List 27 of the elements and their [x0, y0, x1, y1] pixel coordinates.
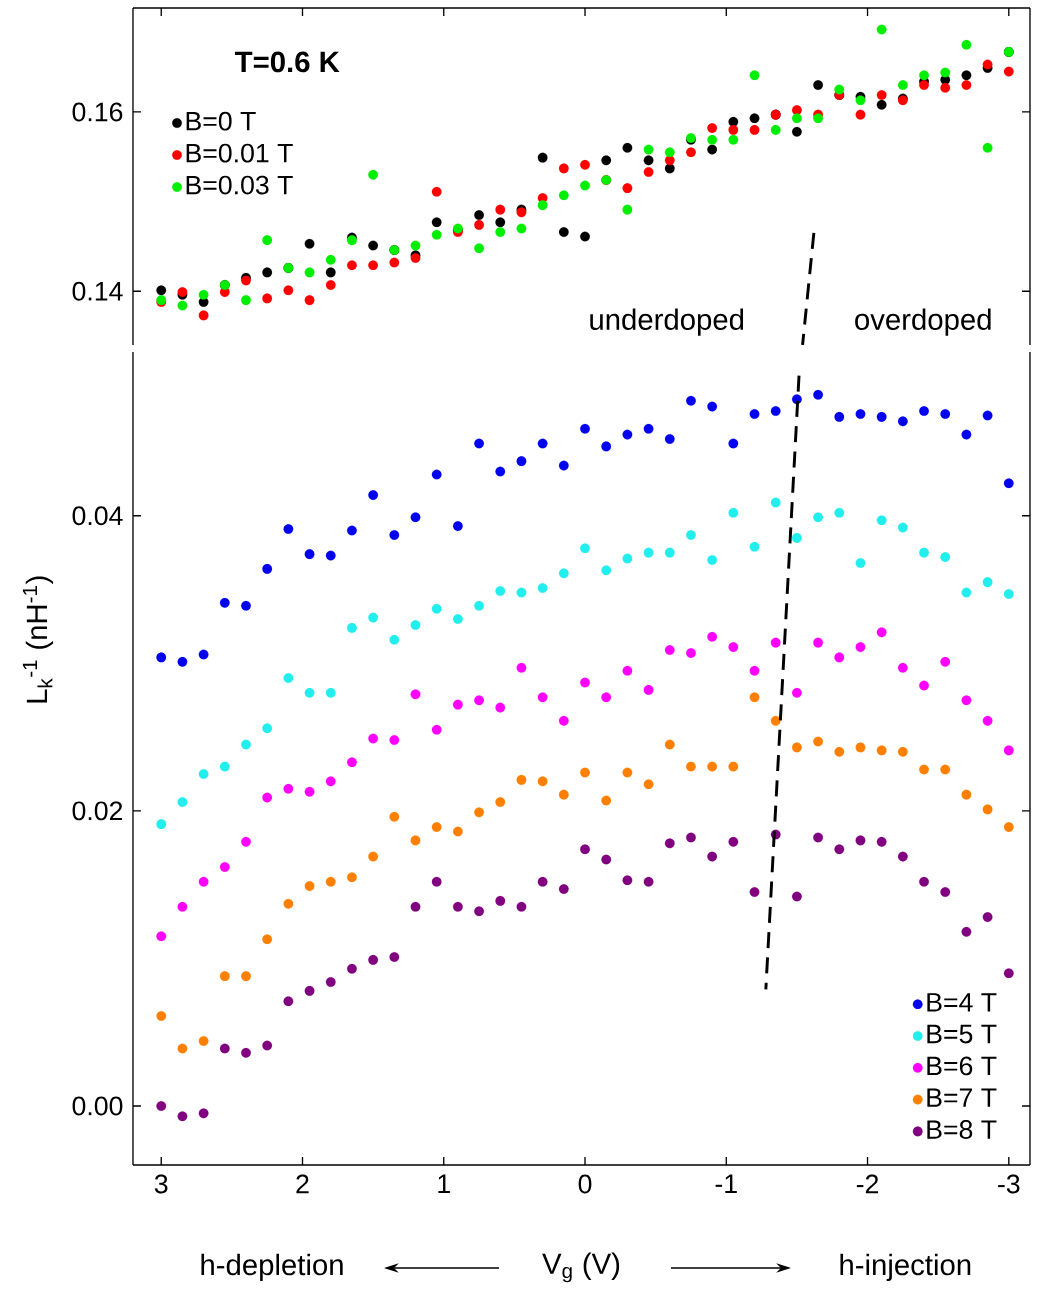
x-tick-label: -3: [998, 1174, 1020, 1194]
x-tick-label: -1: [715, 1174, 737, 1193]
legend-label: B=7 T: [927, 1088, 997, 1107]
y-tick-label: 0.04: [72, 506, 123, 526]
y-tick-label: 0.16: [72, 102, 123, 122]
legend-label: B=0 T: [186, 111, 256, 131]
y-tick-label: 0.14: [72, 281, 123, 301]
annotation: overdoped: [855, 308, 991, 336]
y-tick-label: 0.02: [72, 801, 123, 821]
annotation: underdoped: [590, 308, 744, 336]
legend-label: B=5 T: [927, 1024, 997, 1044]
legend-label: B=0.03 T: [186, 175, 293, 195]
x-tick-label: -2: [856, 1174, 879, 1194]
legend-label: B=0.01 T: [186, 143, 293, 163]
x-axis-title: V$_{g}$ (V): [542, 1252, 620, 1283]
x-tick-label: 0: [578, 1174, 592, 1194]
legend-label: B=6 T: [927, 1056, 997, 1076]
x-tick-label: 2: [296, 1174, 309, 1194]
x-tick-label: 1: [438, 1174, 450, 1193]
y-axis-title: L$_{k}$$^{-1}$ (nH$^{-1}$): [22, 576, 54, 703]
legend-label: B=8 T: [927, 1120, 997, 1139]
y-tick-label: 0.00: [72, 1096, 123, 1116]
text: h-injection: [840, 1253, 971, 1282]
annotation: T=0.6 K: [235, 51, 340, 73]
text: h-depletion: [201, 1253, 343, 1282]
legend-label: B=4 T: [927, 993, 997, 1012]
x-tick-label: 3: [154, 1174, 168, 1194]
